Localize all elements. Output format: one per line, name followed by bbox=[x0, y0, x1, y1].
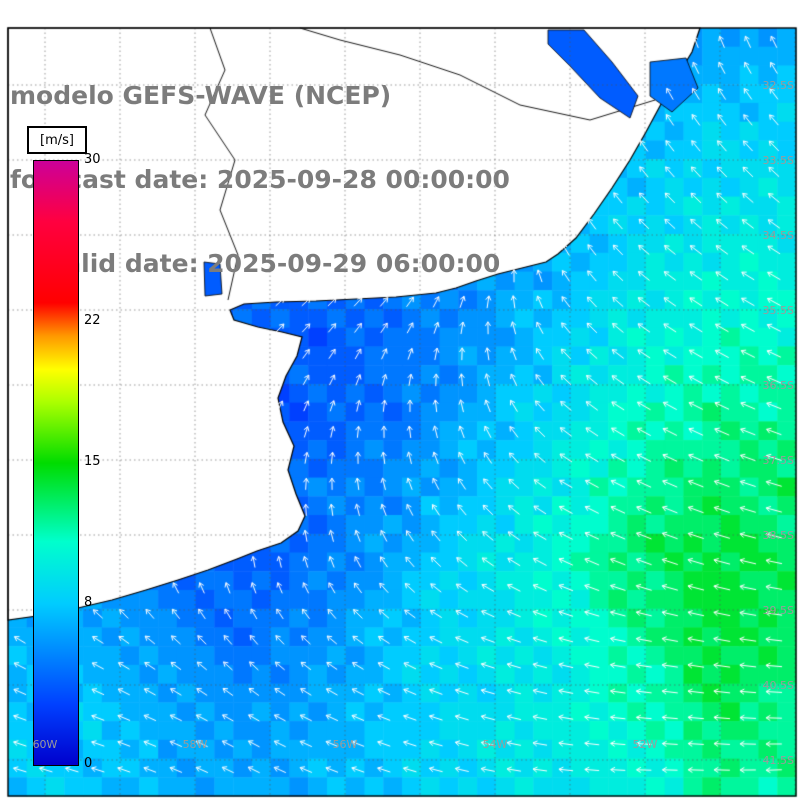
colorbar-units-label: [m/s] bbox=[27, 126, 87, 154]
colorbar-gradient bbox=[33, 160, 79, 766]
